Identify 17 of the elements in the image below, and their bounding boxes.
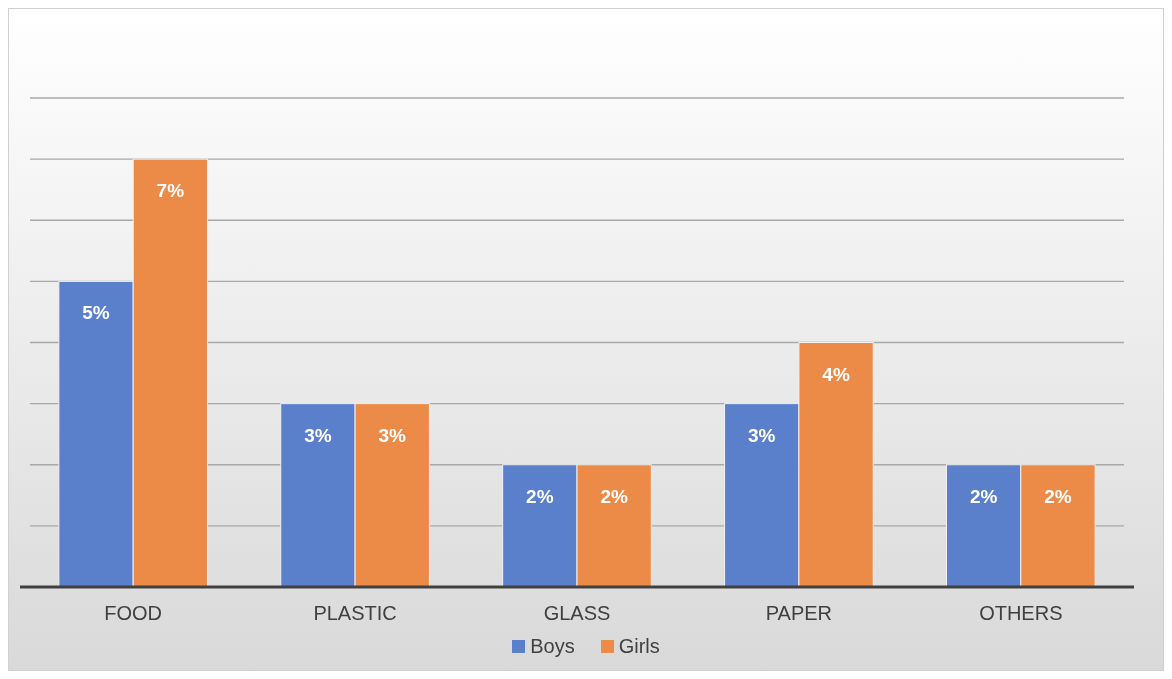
data-label: 2% <box>600 485 628 507</box>
data-label: 3% <box>748 424 776 446</box>
x-tick-label: GLASS <box>543 602 611 624</box>
x-tick-label: PLASTIC <box>313 602 397 624</box>
data-label: 2% <box>969 485 998 507</box>
data-label: 3% <box>304 424 332 446</box>
data-label: 5% <box>82 302 110 324</box>
x-tick-label: PAPER <box>765 602 833 624</box>
data-label: 2% <box>526 485 554 507</box>
text: Girls <box>618 635 660 658</box>
x-tick-label: FOOD <box>104 602 163 624</box>
data-label: 4% <box>822 363 850 385</box>
data-label: 7% <box>156 180 185 202</box>
x-tick-label: OTHERS <box>979 602 1063 624</box>
data-label: 2% <box>1044 485 1072 507</box>
legend-label: Boys <box>530 635 575 658</box>
data-label: 3% <box>378 424 407 446</box>
